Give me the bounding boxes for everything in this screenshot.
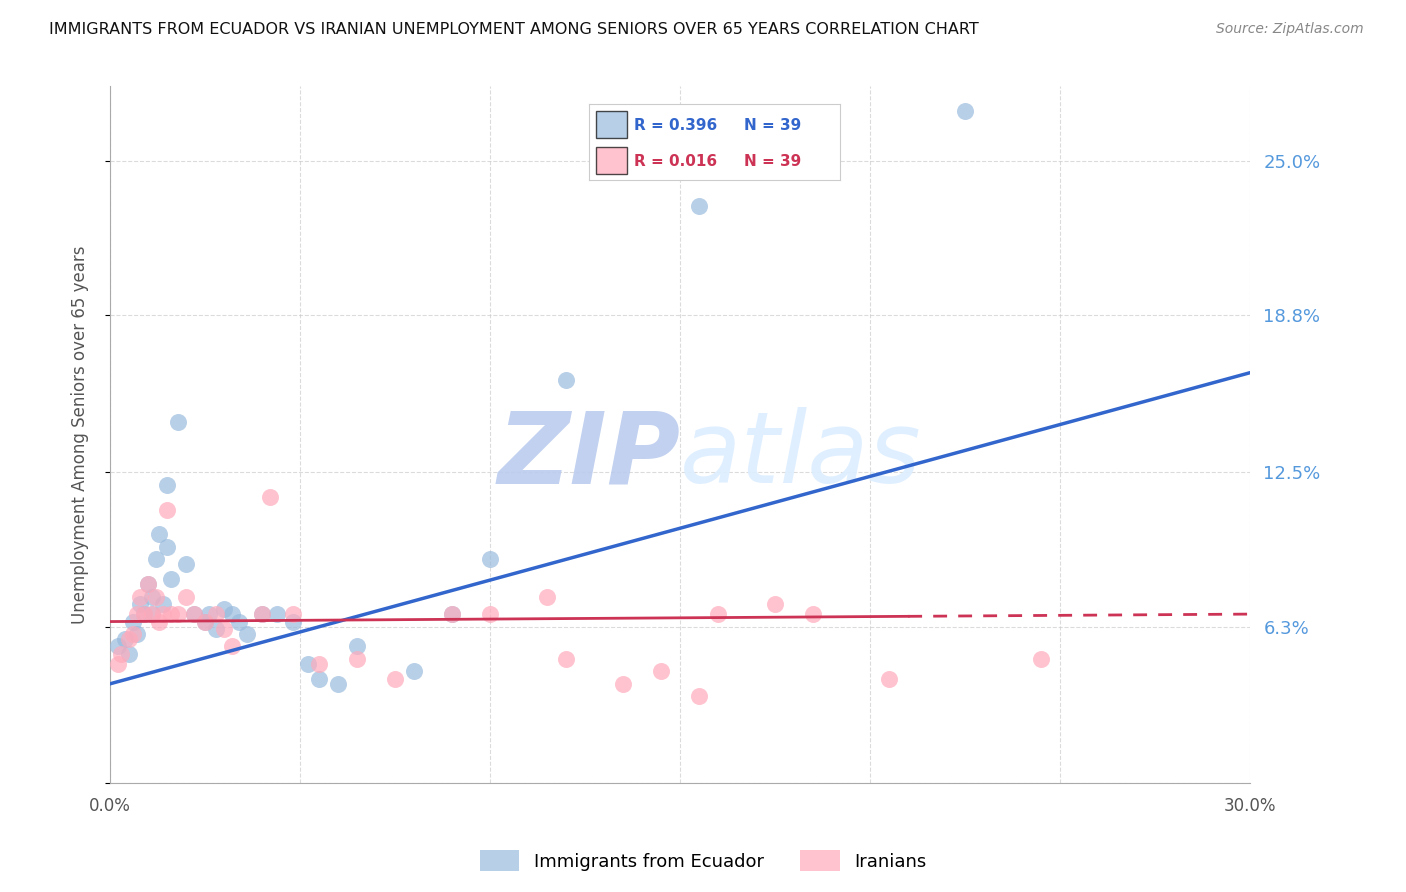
Point <box>688 690 710 704</box>
Y-axis label: Unemployment Among Seniors over 65 years: Unemployment Among Seniors over 65 years <box>72 245 89 624</box>
Point <box>250 607 273 621</box>
Point <box>134 607 156 621</box>
Point <box>110 647 132 661</box>
Point <box>167 607 190 621</box>
Point <box>107 657 129 671</box>
Point <box>152 597 174 611</box>
Point <box>134 607 156 621</box>
Point <box>479 607 502 621</box>
Point <box>160 607 183 621</box>
Point <box>555 373 578 387</box>
Point <box>174 558 197 572</box>
Point <box>650 665 672 679</box>
Point <box>160 572 183 586</box>
Point <box>281 607 304 621</box>
Point <box>183 607 205 621</box>
Text: ZIP: ZIP <box>498 408 681 504</box>
Point <box>141 607 163 621</box>
Point <box>801 607 824 621</box>
Point <box>259 490 281 504</box>
Point <box>266 607 288 621</box>
Point <box>136 577 159 591</box>
Point <box>384 672 406 686</box>
Point <box>152 607 174 621</box>
Point <box>536 590 558 604</box>
Point <box>118 632 141 646</box>
Point <box>156 540 179 554</box>
Legend: Immigrants from Ecuador, Iranians: Immigrants from Ecuador, Iranians <box>472 843 934 879</box>
Point <box>107 640 129 654</box>
Point <box>212 622 235 636</box>
Point <box>122 627 145 641</box>
Point <box>308 657 330 671</box>
Point <box>183 607 205 621</box>
Point <box>167 416 190 430</box>
Point <box>1031 652 1053 666</box>
Point <box>236 627 259 641</box>
Point <box>145 590 167 604</box>
Point <box>281 615 304 629</box>
Point <box>479 552 502 566</box>
Point <box>763 597 786 611</box>
Text: atlas: atlas <box>681 408 922 504</box>
Point <box>156 477 179 491</box>
Point <box>122 615 145 629</box>
Point <box>441 607 464 621</box>
Point <box>228 615 250 629</box>
Text: Source: ZipAtlas.com: Source: ZipAtlas.com <box>1216 22 1364 37</box>
Point <box>441 607 464 621</box>
Point <box>297 657 319 671</box>
Point <box>136 577 159 591</box>
Point <box>221 607 243 621</box>
Point <box>148 615 170 629</box>
Point <box>404 665 426 679</box>
Point <box>250 607 273 621</box>
Point <box>346 640 368 654</box>
Point <box>221 640 243 654</box>
Point <box>555 652 578 666</box>
Point <box>141 590 163 604</box>
Point <box>118 647 141 661</box>
Point <box>129 590 152 604</box>
Point <box>194 615 217 629</box>
Point <box>156 502 179 516</box>
Point <box>205 607 228 621</box>
Point <box>688 199 710 213</box>
Text: IMMIGRANTS FROM ECUADOR VS IRANIAN UNEMPLOYMENT AMONG SENIORS OVER 65 YEARS CORR: IMMIGRANTS FROM ECUADOR VS IRANIAN UNEMP… <box>49 22 979 37</box>
Point <box>212 602 235 616</box>
Point <box>194 615 217 629</box>
Point <box>174 590 197 604</box>
Point <box>198 607 221 621</box>
Point <box>125 607 148 621</box>
Point <box>707 607 730 621</box>
Point <box>308 672 330 686</box>
Point <box>125 627 148 641</box>
Point <box>612 677 634 691</box>
Point <box>141 607 163 621</box>
Point <box>326 677 349 691</box>
Point <box>953 104 976 119</box>
Point <box>205 622 228 636</box>
Point <box>129 597 152 611</box>
Point <box>148 527 170 541</box>
Point <box>346 652 368 666</box>
Point <box>877 672 900 686</box>
Point <box>145 552 167 566</box>
Point <box>114 632 136 646</box>
